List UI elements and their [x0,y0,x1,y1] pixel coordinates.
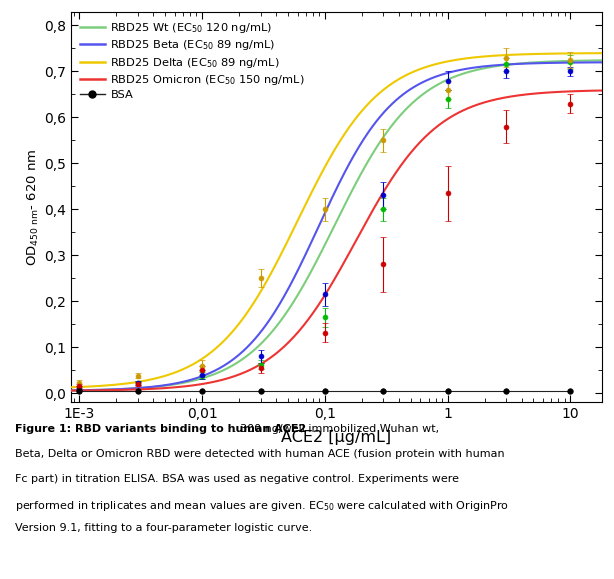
Text: Fc part) in titration ELISA. BSA was used as negative control. Experiments were: Fc part) in titration ELISA. BSA was use… [15,474,459,483]
Text: Figure 1: RBD variants binding to human ACE2: Figure 1: RBD variants binding to human … [15,424,306,434]
Text: Beta, Delta or Omicron RBD were detected with human ACE (fusion protein with hum: Beta, Delta or Omicron RBD were detected… [15,449,505,459]
Legend: RBD25 Wt (EC$_{50}$ 120 ng/mL), RBD25 Beta (EC$_{50}$ 89 ng/mL), RBD25 Delta (EC: RBD25 Wt (EC$_{50}$ 120 ng/mL), RBD25 Be… [76,17,308,104]
Y-axis label: OD$\mathregular{_{450\ nm}}$- 620 nm: OD$\mathregular{_{450\ nm}}$- 620 nm [26,148,41,266]
Text: performed in triplicates and mean values are given. EC$_{50}$ were calculated wi: performed in triplicates and mean values… [15,499,509,512]
Text: . 300 ng/well immobilized Wuhan wt,: . 300 ng/well immobilized Wuhan wt, [233,424,440,434]
X-axis label: ACE2 [µg/mL]: ACE2 [µg/mL] [281,430,391,445]
Text: Version 9.1, fitting to a four-parameter logistic curve.: Version 9.1, fitting to a four-parameter… [15,523,313,533]
